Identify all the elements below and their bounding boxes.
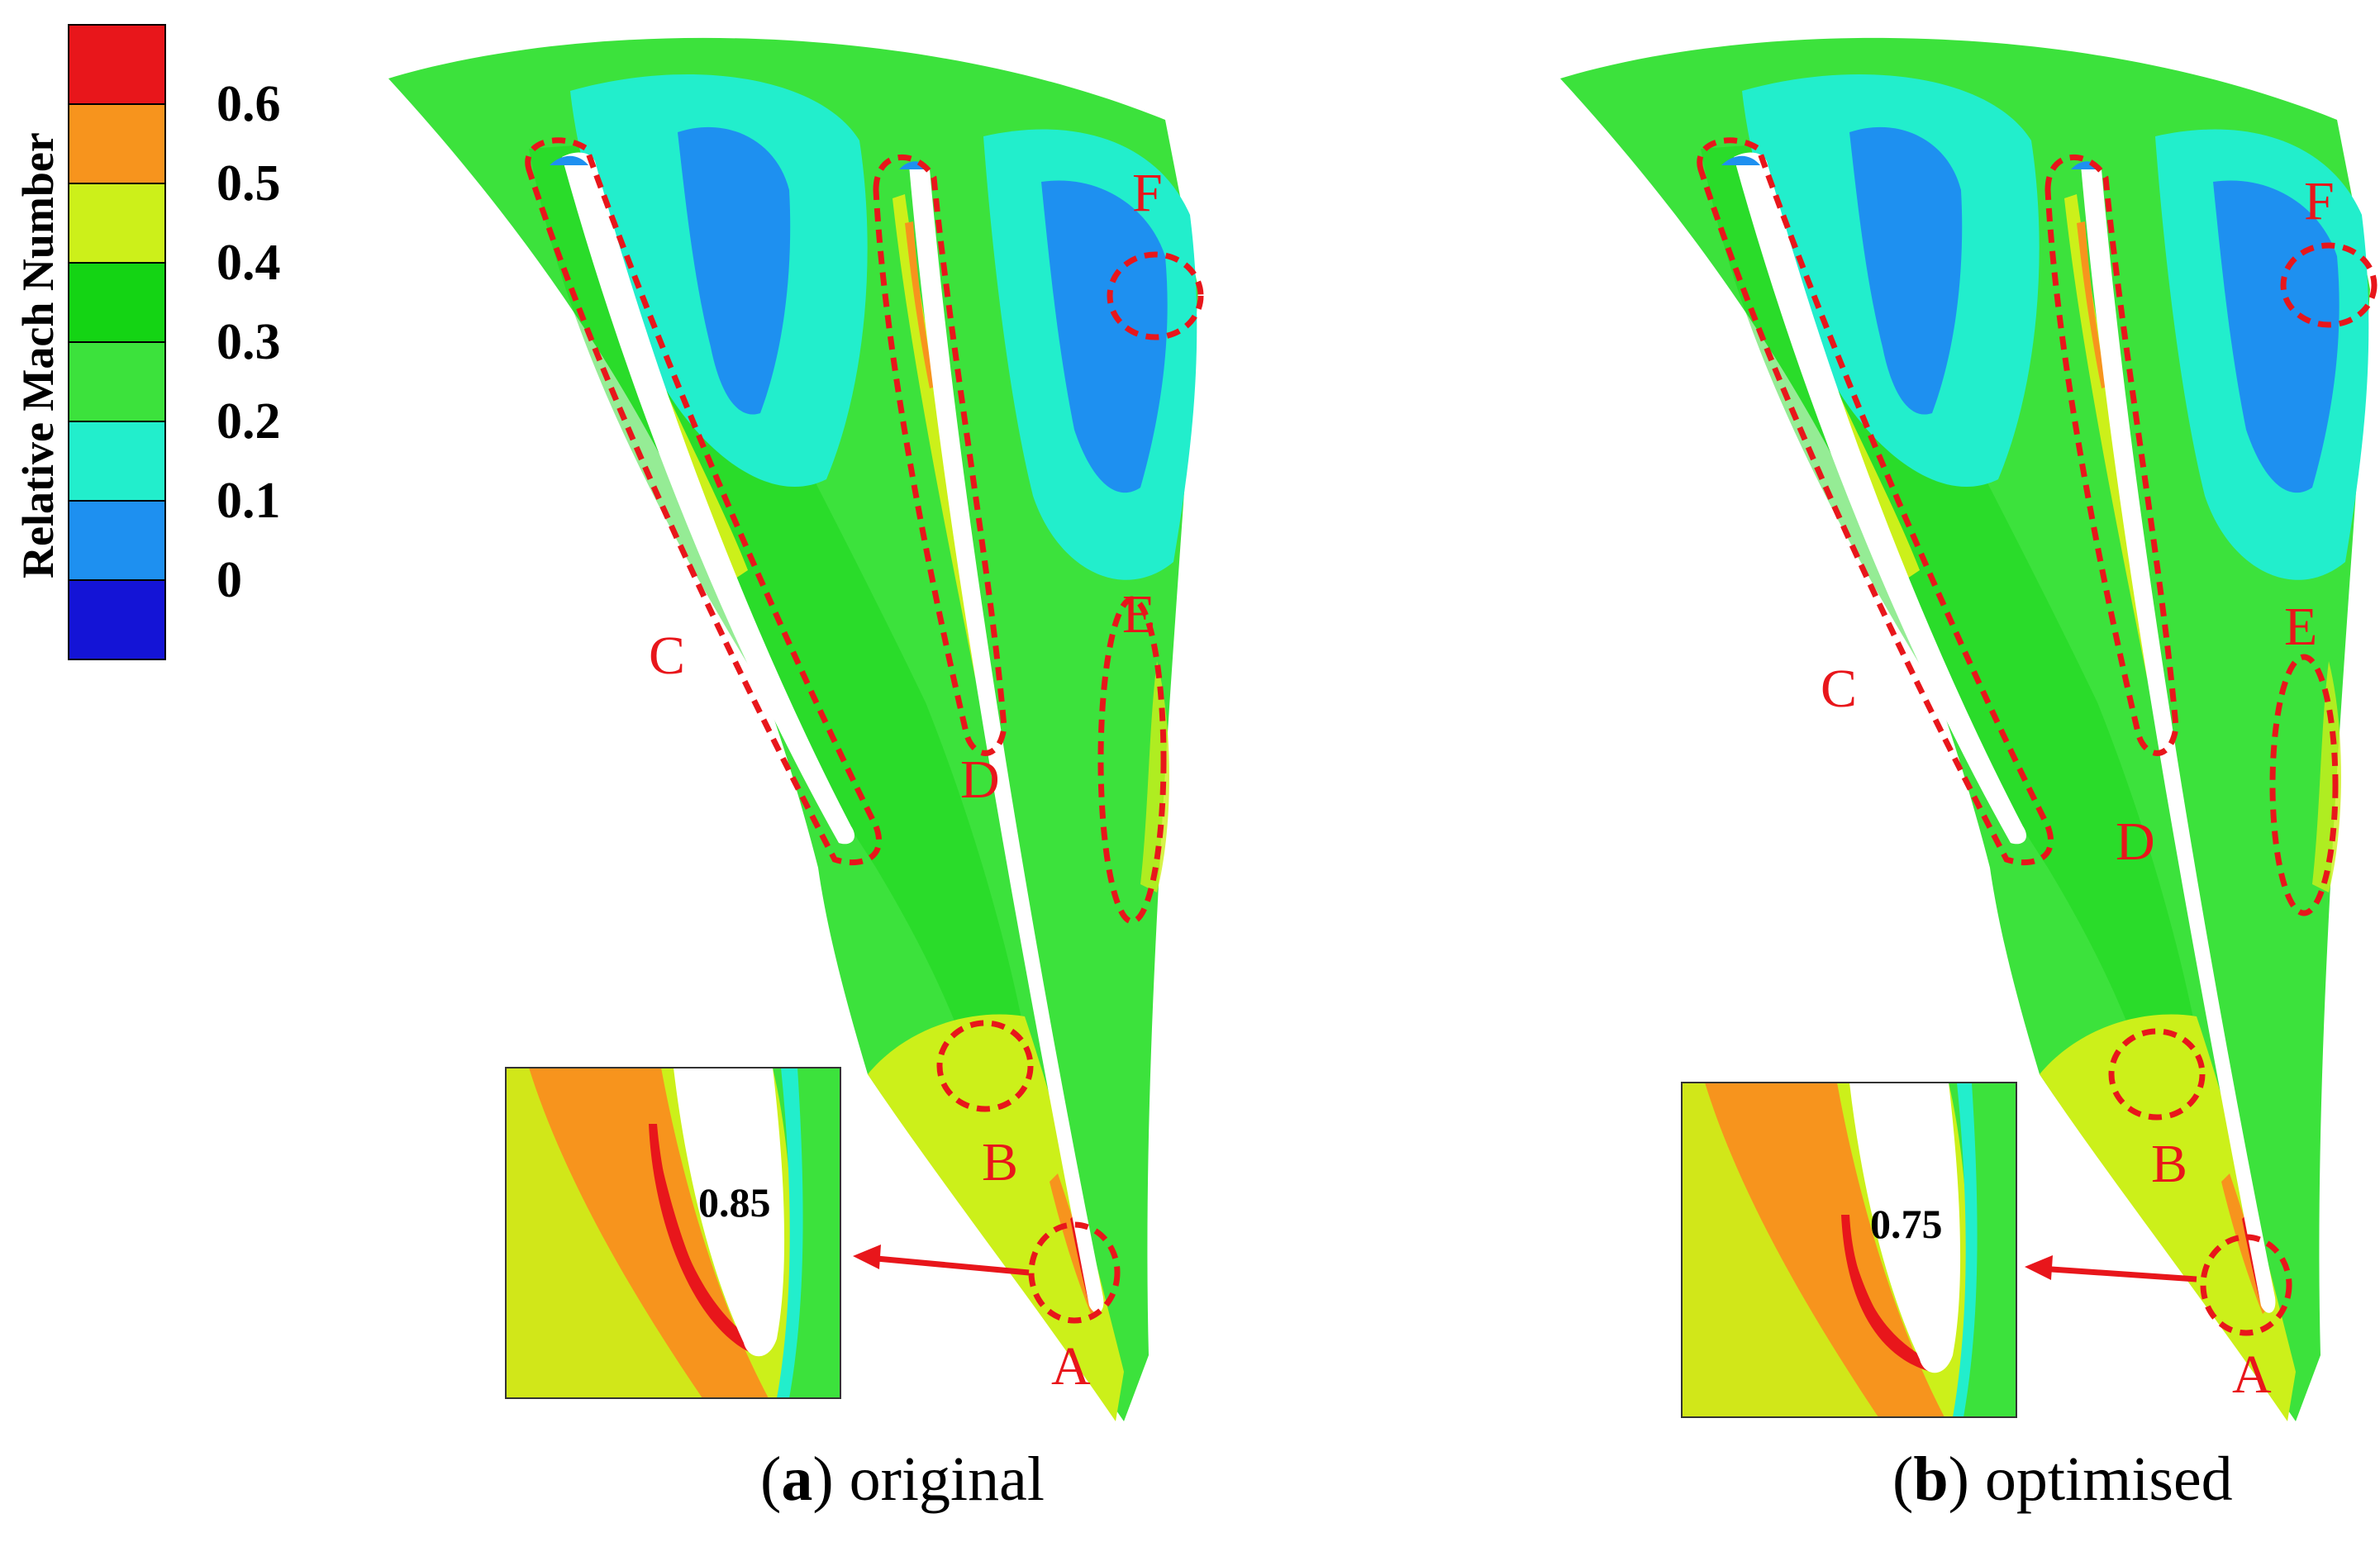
colorbar-tick-label: 0.3	[217, 314, 281, 370]
colorbar-cell	[68, 24, 166, 105]
colorbar-title: Relative Mach Number	[13, 132, 63, 578]
panel-original: F E C D B A 0.85 (a) original	[388, 37, 1204, 1514]
region-c-outline	[1697, 137, 2054, 866]
region-d-outline	[2044, 155, 2179, 756]
marker-c: C	[649, 626, 685, 686]
region-f-outline	[1107, 251, 1204, 340]
marker-a: A	[1051, 1336, 1091, 1397]
region-a-outline	[1028, 1221, 1121, 1324]
marker-b: B	[982, 1132, 1018, 1192]
marker-d: D	[2116, 811, 2155, 872]
region-e-outline	[2269, 654, 2339, 916]
colorbar-cell	[68, 500, 166, 581]
colorbar-cell	[68, 421, 166, 502]
marker-e: E	[1122, 584, 1155, 645]
marker-f: F	[1132, 163, 1163, 223]
region-c-outline	[525, 137, 883, 866]
marker-d: D	[960, 750, 1000, 810]
marker-f: F	[2304, 171, 2335, 231]
colorbar-cell	[68, 183, 166, 264]
marker-b: B	[2151, 1134, 2187, 1194]
colorbar-labels: 0.6 0.5 0.4 0.3 0.2 0.1 0	[217, 76, 281, 608]
inset-zoom: 0.75	[1681, 1082, 2017, 1418]
caption-optimised: (b) optimised	[1892, 1444, 2233, 1514]
inset-peak-value: 0.85	[698, 1179, 771, 1226]
region-d-outline	[873, 155, 1007, 756]
marker-c: C	[1821, 659, 1857, 719]
colorbar-tick-label: 0.2	[217, 393, 281, 450]
colorbar: Relative Mach Number 0.6 0.5 0.4 0.3 0.2 0.1 0	[13, 24, 281, 660]
region-f-outline	[2280, 242, 2378, 328]
marker-a: A	[2232, 1344, 2272, 1405]
colorbar-tick-label: 0.5	[217, 155, 281, 212]
panel-optimised: F E C D B A 0.75 (b) optimised	[1560, 37, 2378, 1514]
colorbar-cell	[68, 341, 166, 422]
colorbar-tick-label: 0.6	[217, 76, 281, 132]
colorbar-cell	[68, 262, 166, 343]
colorbar-cells	[68, 24, 166, 660]
inset-peak-value: 0.75	[1870, 1201, 1943, 1247]
caption-original: (a) original	[760, 1444, 1045, 1514]
colorbar-cell	[68, 103, 166, 184]
colorbar-tick-label: 0	[217, 552, 242, 608]
region-a-outline	[2200, 1234, 2292, 1336]
colorbar-tick-label: 0.1	[217, 473, 281, 529]
region-e-outline	[1097, 596, 1167, 925]
region-b-outline	[2108, 1028, 2206, 1121]
zoom-arrow	[853, 1245, 1030, 1276]
inset-zoom: 0.85	[505, 1067, 841, 1399]
region-b-outline	[936, 1020, 1034, 1112]
colorbar-cell	[68, 579, 166, 660]
colorbar-tick-label: 0.4	[217, 235, 281, 291]
marker-e: E	[2284, 597, 2317, 657]
zoom-arrow	[2025, 1255, 2197, 1283]
